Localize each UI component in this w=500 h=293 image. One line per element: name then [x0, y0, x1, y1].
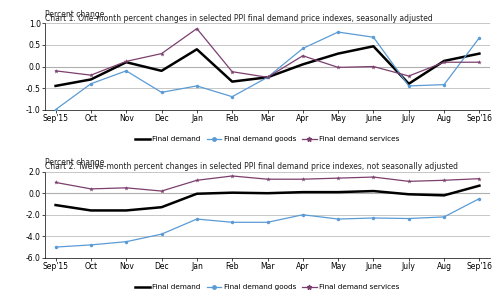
Text: Percent change: Percent change	[45, 10, 104, 19]
Legend: Final demand, Final demand goods, Final demand services: Final demand, Final demand goods, Final …	[135, 136, 400, 142]
Legend: Final demand, Final demand goods, Final demand services: Final demand, Final demand goods, Final …	[135, 285, 400, 290]
Text: Chart 2. Twelve-month percent changes in selected PPI final demand price indexes: Chart 2. Twelve-month percent changes in…	[45, 162, 458, 171]
Text: Percent change: Percent change	[45, 158, 104, 167]
Text: Chart 1. One-month percent changes in selected PPI final demand price indexes, s: Chart 1. One-month percent changes in se…	[45, 14, 433, 23]
